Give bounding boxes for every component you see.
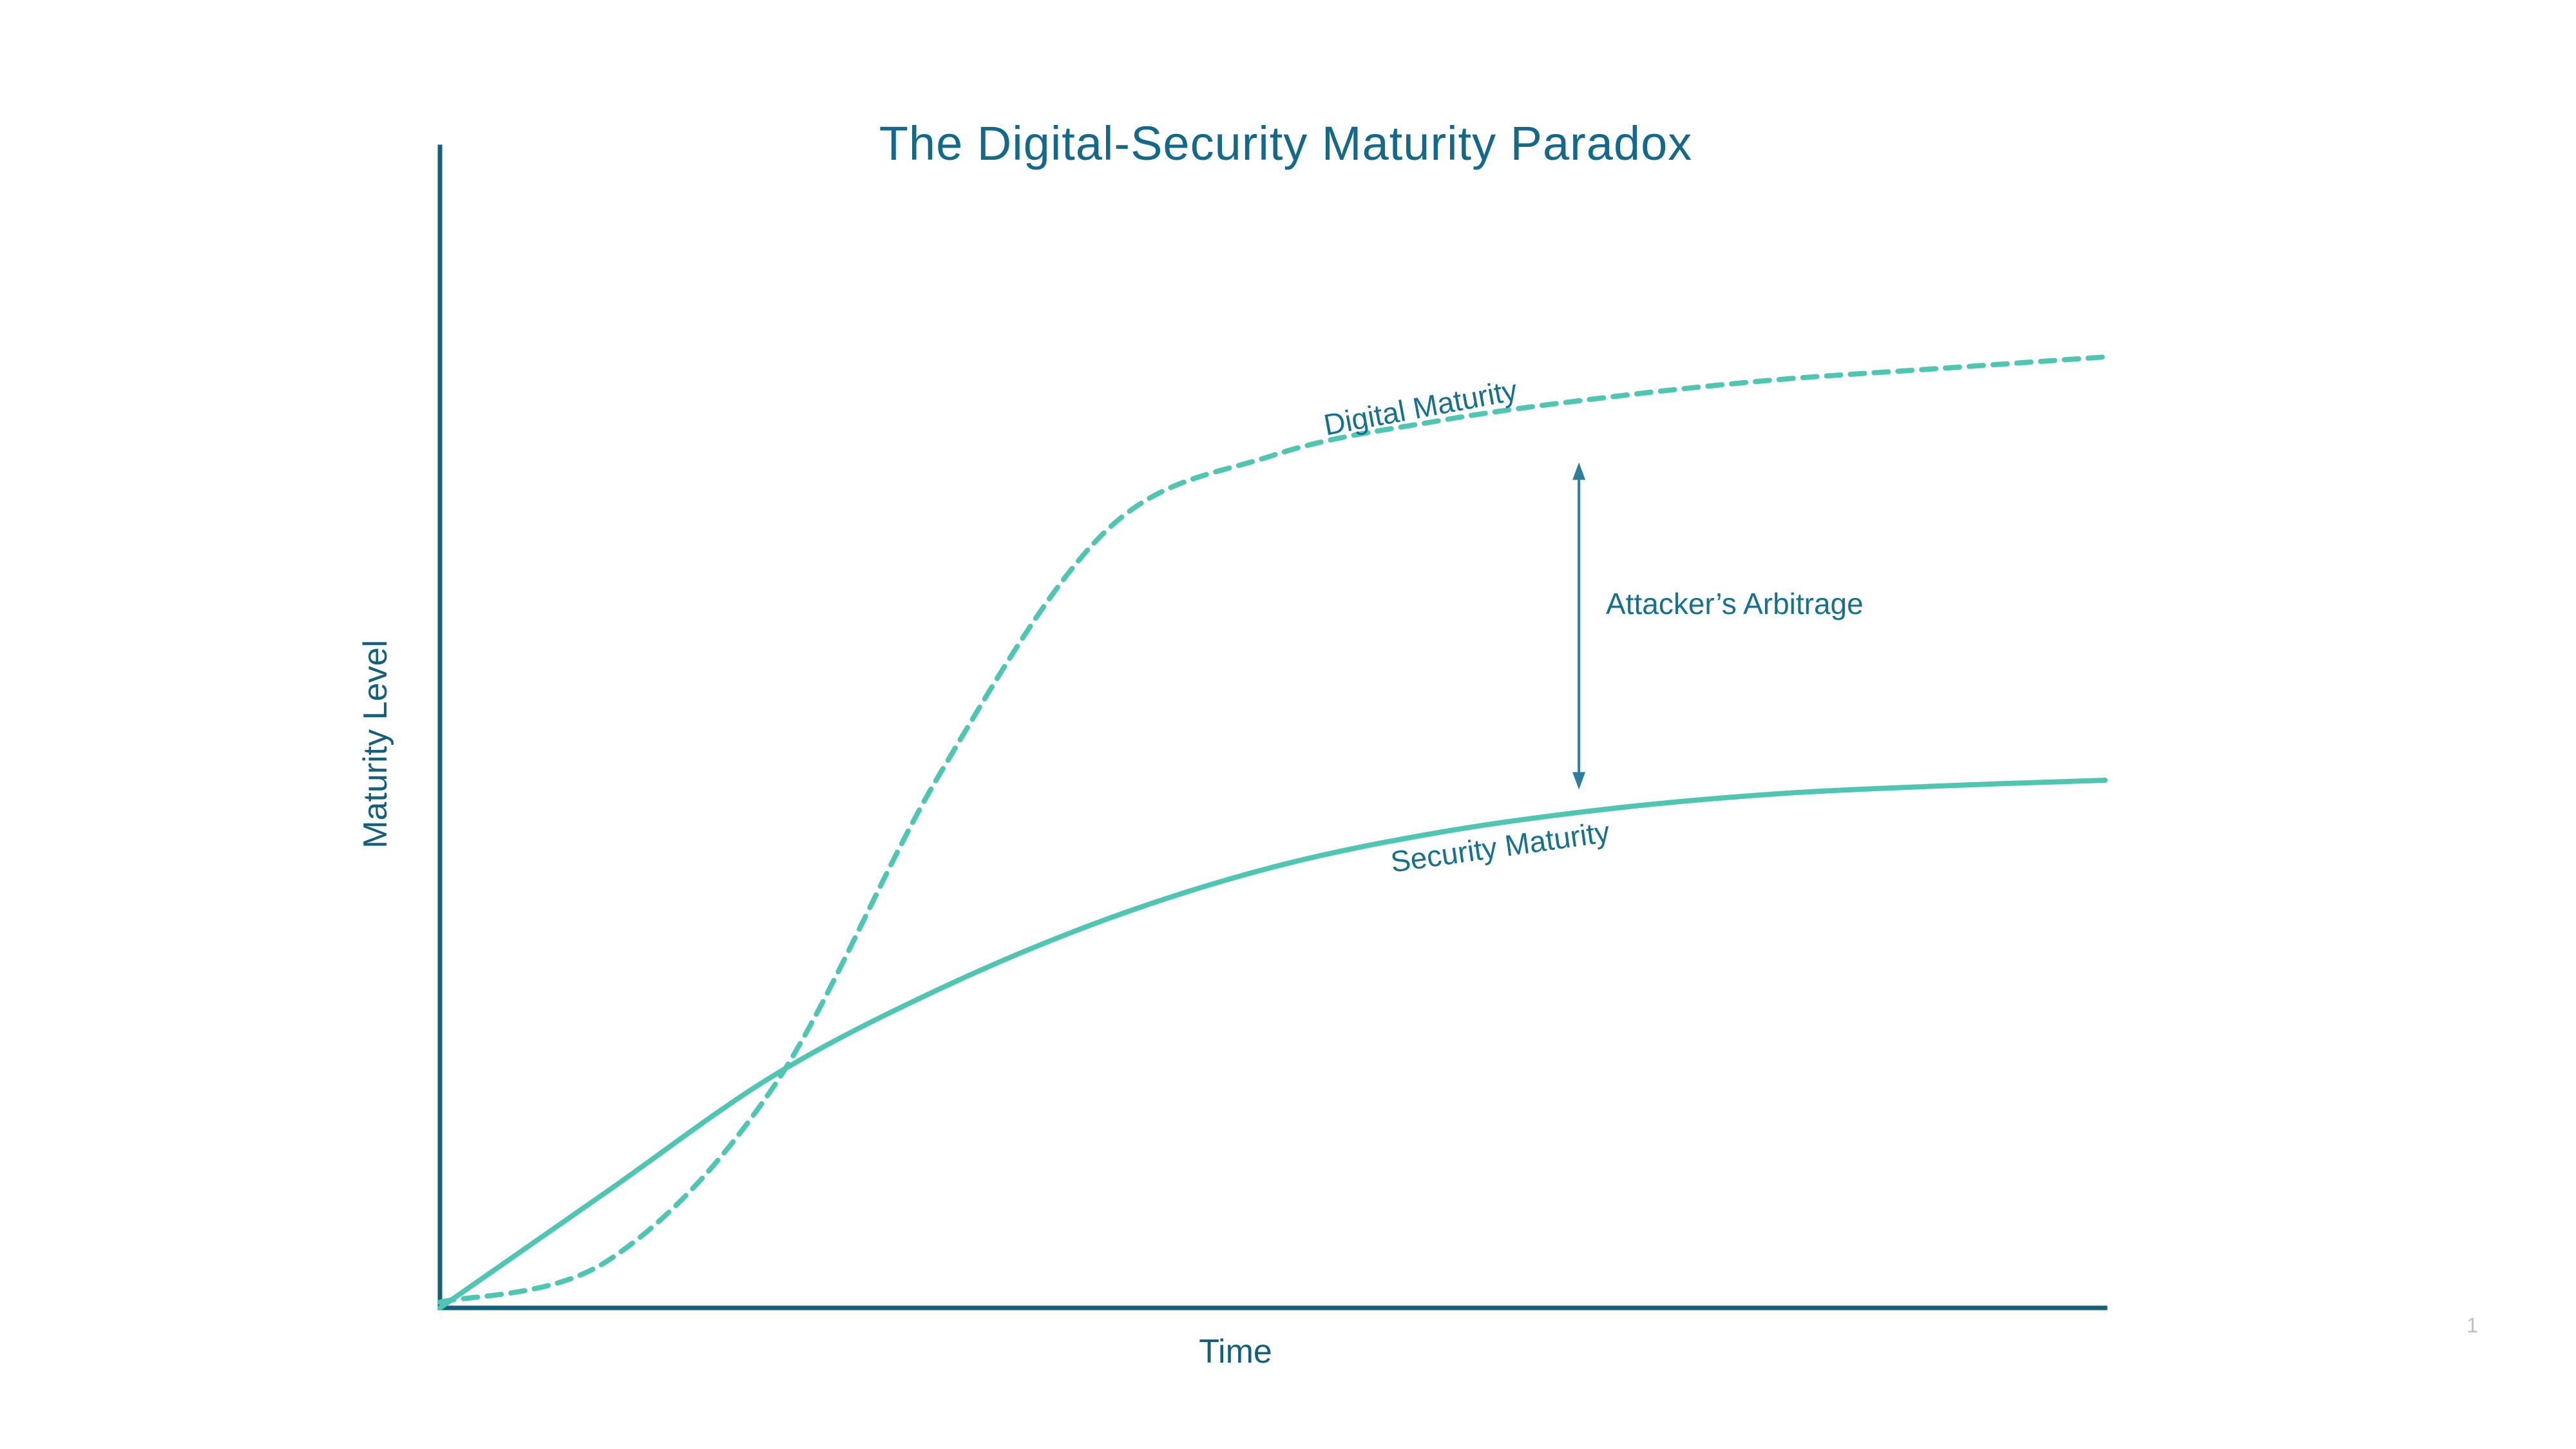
y-axis-label: Maturity Level — [357, 640, 394, 849]
attackers-arbitrage-arrow — [1572, 462, 1586, 790]
arbitrage-arrow-top-head — [1572, 462, 1586, 480]
x-axis-label: Time — [1199, 1333, 1272, 1370]
page-number: 1 — [2466, 1314, 2478, 1337]
arbitrage-arrow-bottom-head — [1572, 772, 1586, 790]
digital-maturity-label: Digital Maturity — [1321, 373, 1520, 442]
attackers-arbitrage-label: Attacker’s Arbitrage — [1606, 587, 1864, 620]
chart-title: The Digital-Security Maturity Paradox — [879, 117, 1693, 170]
security-maturity-curve — [437, 778, 2108, 1310]
digital-maturity-curve — [437, 354, 2108, 1305]
